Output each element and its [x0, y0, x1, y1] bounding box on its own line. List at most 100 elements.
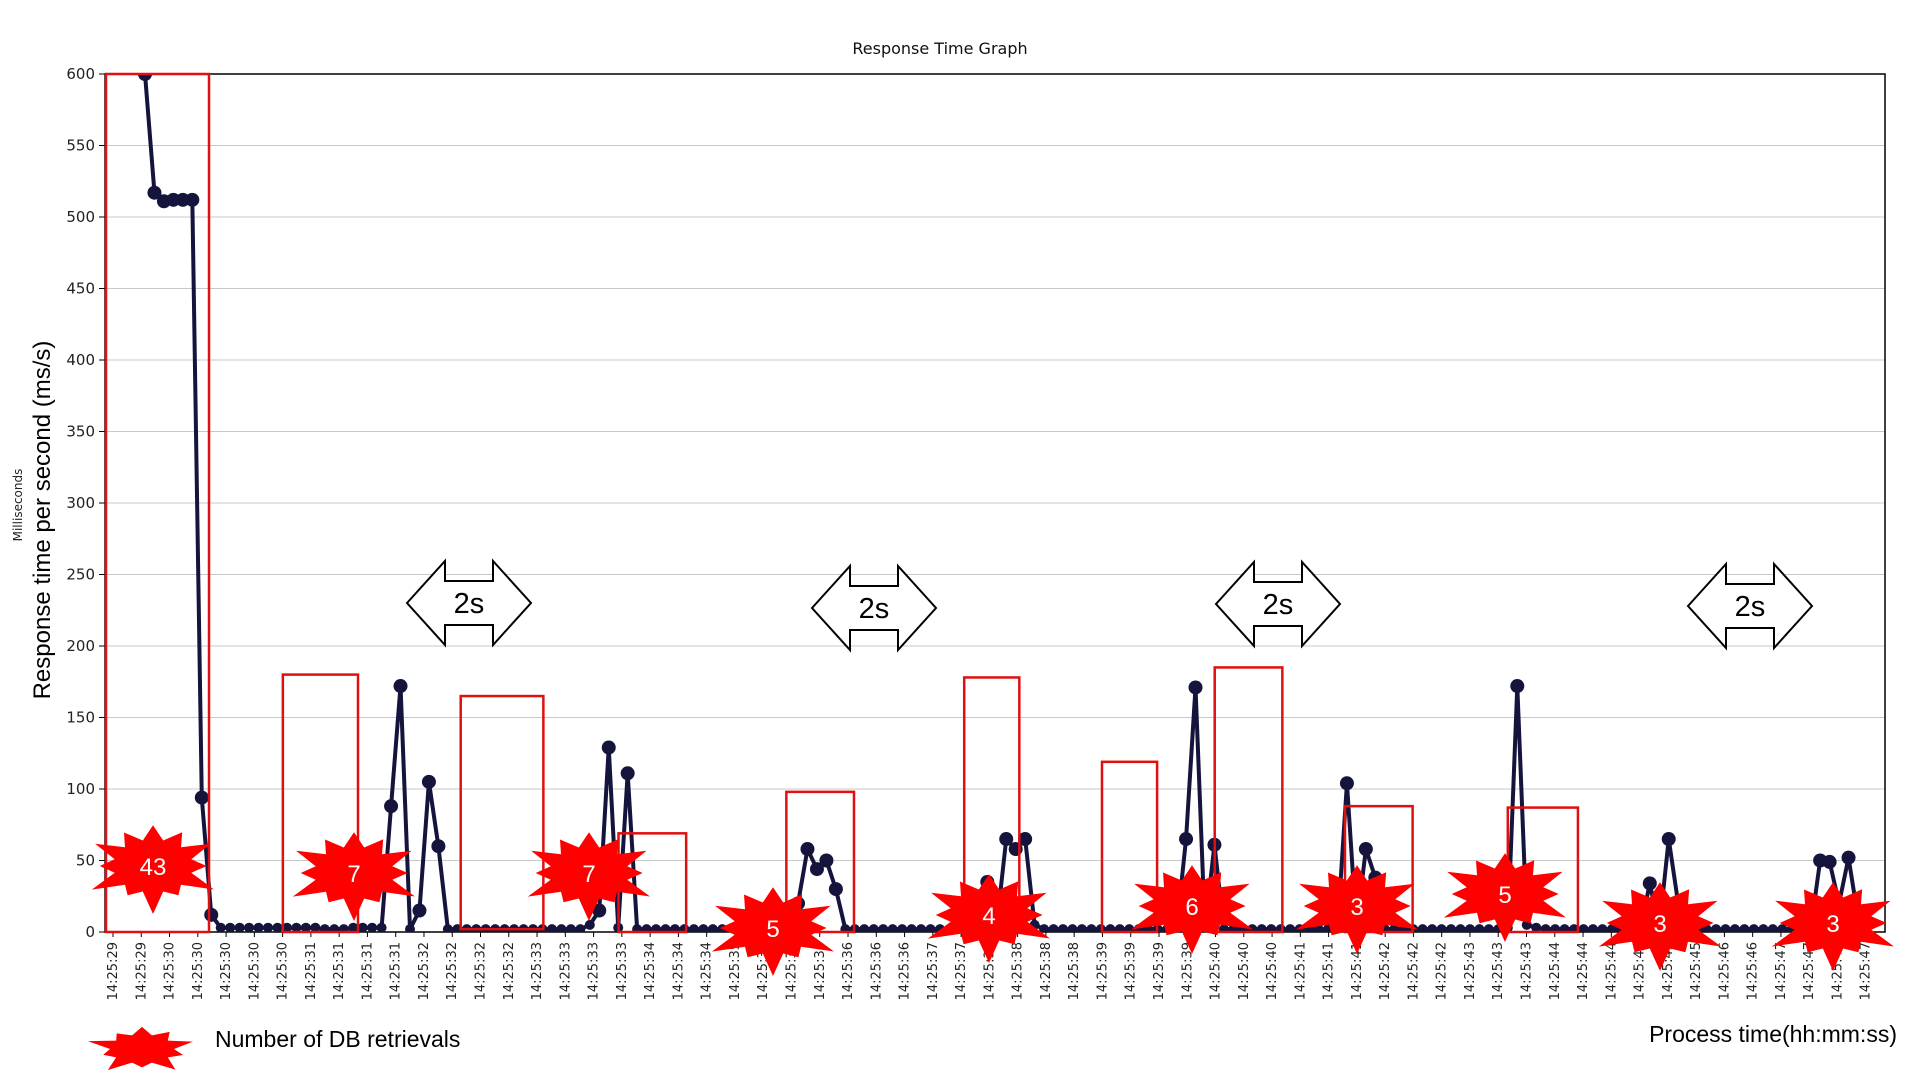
x-tick-label: 14:25:30	[219, 942, 234, 1000]
x-tick-label: 14:25:47	[1859, 942, 1874, 1000]
x-tick-label: 14:25:37	[954, 942, 969, 1000]
data-point	[310, 922, 321, 932]
data-point	[1777, 924, 1788, 932]
data-point	[272, 922, 283, 932]
db-retrieval-burst: 5	[1443, 853, 1566, 942]
data-point	[1767, 924, 1778, 932]
data-point	[868, 924, 879, 932]
x-tick-label: 14:25:39	[1180, 942, 1195, 1000]
y-tick-label: 550	[66, 137, 95, 155]
data-point	[367, 922, 378, 932]
y-tick-label: 200	[66, 637, 95, 655]
data-point	[688, 924, 699, 932]
interval-label: 2s	[859, 593, 890, 625]
data-point	[1339, 776, 1354, 791]
highlight-box	[459, 694, 545, 931]
data-point	[620, 766, 635, 781]
data-point	[1540, 924, 1551, 932]
highlight-box	[281, 673, 360, 934]
data-point	[1256, 924, 1267, 932]
data-point	[194, 790, 209, 805]
data-point	[442, 924, 453, 932]
legend-burst-shape	[87, 1026, 193, 1070]
data-point	[651, 924, 662, 932]
x-tick-label: 14:25:29	[106, 942, 121, 1000]
burst-shape	[1130, 865, 1253, 954]
highlight-box	[785, 790, 856, 934]
highlight-box	[104, 72, 211, 934]
db-retrieval-burst: 6	[1130, 865, 1253, 954]
interval-arrows: 2s 2s 2s 2s	[405, 558, 1814, 653]
data-point	[819, 853, 834, 868]
x-tick-label: 14:25:34	[671, 942, 686, 1000]
data-point	[707, 924, 718, 932]
x-tick-label: 14:25:32	[417, 942, 432, 1000]
data-point	[698, 924, 709, 932]
data-point	[1285, 924, 1296, 932]
data-point	[1464, 924, 1475, 932]
data-point	[319, 924, 330, 932]
data-point	[253, 922, 264, 932]
interval-arrow: 2s	[405, 558, 533, 648]
data-point	[1711, 924, 1722, 932]
x-tick-label: 14:25:30	[163, 942, 178, 1000]
data-point	[1114, 924, 1125, 932]
data-point	[1474, 924, 1485, 932]
data-point	[431, 839, 446, 854]
y-tick-label: 500	[66, 208, 95, 226]
data-point	[1739, 924, 1750, 932]
data-point	[1124, 924, 1135, 932]
y-axis-ticks: 0 50 100 150 200 250 300 350 400 450 500 550 600	[66, 65, 105, 941]
burst-count: 43	[140, 854, 167, 881]
data-point	[1661, 832, 1676, 847]
data-point	[1510, 679, 1525, 694]
data-point	[828, 882, 843, 897]
data-point	[138, 74, 152, 81]
data-point	[357, 922, 368, 932]
db-retrieval-burst: 7	[527, 832, 650, 921]
x-tick-label: 14:25:38	[1067, 942, 1082, 1000]
data-point	[1218, 924, 1229, 932]
data-point	[800, 842, 815, 857]
y-axis-small-label: Milliseconds	[11, 469, 25, 542]
data-point	[1822, 854, 1837, 869]
data-point	[887, 924, 898, 932]
x-tick-label: 14:25:38	[1039, 942, 1054, 1000]
x-tick-label: 14:25:40	[1265, 942, 1280, 1000]
x-tick-label: 14:25:32	[502, 942, 517, 1000]
data-point	[592, 903, 607, 918]
data-point	[1427, 924, 1438, 932]
x-tick-label: 14:25:45	[1633, 942, 1648, 1000]
burst-count: 5	[766, 916, 779, 943]
data-point	[1758, 924, 1769, 932]
data-point	[244, 922, 255, 932]
burst-shape	[1598, 882, 1721, 971]
x-tick-label: 14:25:39	[1152, 942, 1167, 1000]
data-point	[1597, 924, 1608, 932]
x-tick-label: 14:25:36	[841, 942, 856, 1000]
highlight-box	[1100, 760, 1159, 934]
y-tick-label: 600	[66, 65, 95, 83]
data-point	[999, 832, 1014, 847]
x-tick-label: 14:25:30	[247, 942, 262, 1000]
db-retrieval-burst: 7	[292, 832, 415, 921]
data-point	[575, 924, 586, 932]
x-tick-label: 14:25:42	[1378, 942, 1393, 1000]
x-tick-label: 14:25:43	[1463, 942, 1478, 1000]
data-point	[925, 924, 936, 932]
burst-count: 7	[347, 861, 360, 888]
legend-text: Number of DB retrievals	[215, 1026, 460, 1052]
data-point	[147, 185, 162, 200]
x-tick-label: 14:25:41	[1322, 942, 1337, 1000]
data-point	[1642, 876, 1657, 891]
data-point	[384, 799, 399, 814]
data-point	[1720, 924, 1731, 932]
x-tick-label: 14:25:34	[643, 942, 658, 1000]
x-tick-label: 14:25:31	[360, 942, 375, 1000]
data-point	[565, 924, 576, 932]
x-axis-label: Process time(hh:mm:ss)	[1649, 1021, 1897, 1047]
db-retrieval-bursts: 43 7 7 5 4 6 3 5 3 3	[91, 825, 1894, 976]
burst-shape	[1771, 882, 1894, 971]
data-point	[1748, 924, 1759, 932]
